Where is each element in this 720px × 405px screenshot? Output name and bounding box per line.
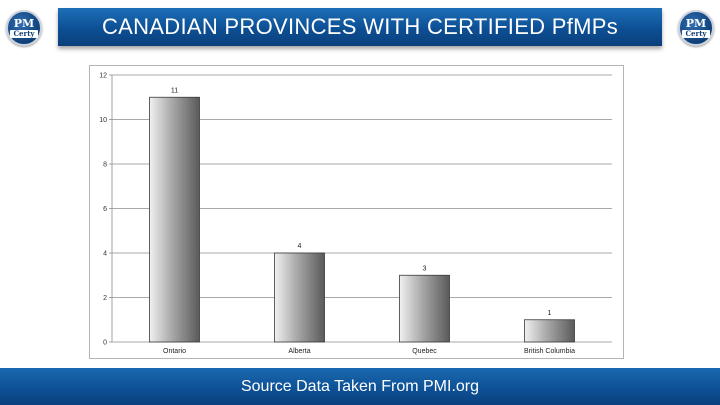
pmcerty-logo-right: PM Certy (678, 10, 714, 46)
data-label: 11 (171, 87, 178, 94)
bar-chart: 0 2 4 6 8 10 12 11 Ontario 4 Alberta 3 Quebec 1 Britis… (89, 65, 624, 359)
data-label: 1 (548, 310, 552, 317)
logo-certy-text: Certy (10, 30, 38, 38)
y-tick-label: 0 (103, 340, 107, 347)
y-tick-label: 6 (103, 206, 107, 213)
y-tick-label: 2 (103, 295, 107, 302)
bar-alberta (274, 252, 325, 343)
data-label: 3 (423, 265, 427, 272)
data-label: 4 (298, 243, 302, 250)
bar-ontario (149, 96, 200, 343)
x-tick-label: Alberta (288, 348, 310, 355)
y-tick-label: 4 (103, 251, 107, 258)
title-bar: CANADIAN PROVINCES WITH CERTIFIED PfMPs (58, 8, 662, 46)
x-tick-label: Quebec (412, 348, 437, 355)
logo-pm-text: PM (13, 17, 35, 30)
footer-bar: Source Data Taken From PMI.org (0, 368, 720, 405)
y-tick-label: 8 (103, 162, 107, 169)
x-tick-label: British Columbia (524, 348, 575, 355)
logo-certy-text: Certy (682, 30, 710, 38)
pmcerty-logo-left: PM Certy (6, 10, 42, 46)
bar-british-columbia (524, 319, 575, 343)
y-tick-label: 10 (99, 117, 107, 124)
source-note: Source Data Taken From PMI.org (240, 377, 480, 395)
slide-title: CANADIAN PROVINCES WITH CERTIFIED PfMPs (101, 14, 619, 39)
bar-quebec (399, 274, 450, 343)
x-tick-label: Ontario (163, 348, 186, 355)
y-tick-label: 12 (99, 73, 107, 80)
bar-chart-svg: 0 2 4 6 8 10 12 11 Ontario 4 Alberta 3 Quebec 1 Britis… (99, 73, 612, 355)
logo-pm-text: PM (685, 17, 707, 30)
